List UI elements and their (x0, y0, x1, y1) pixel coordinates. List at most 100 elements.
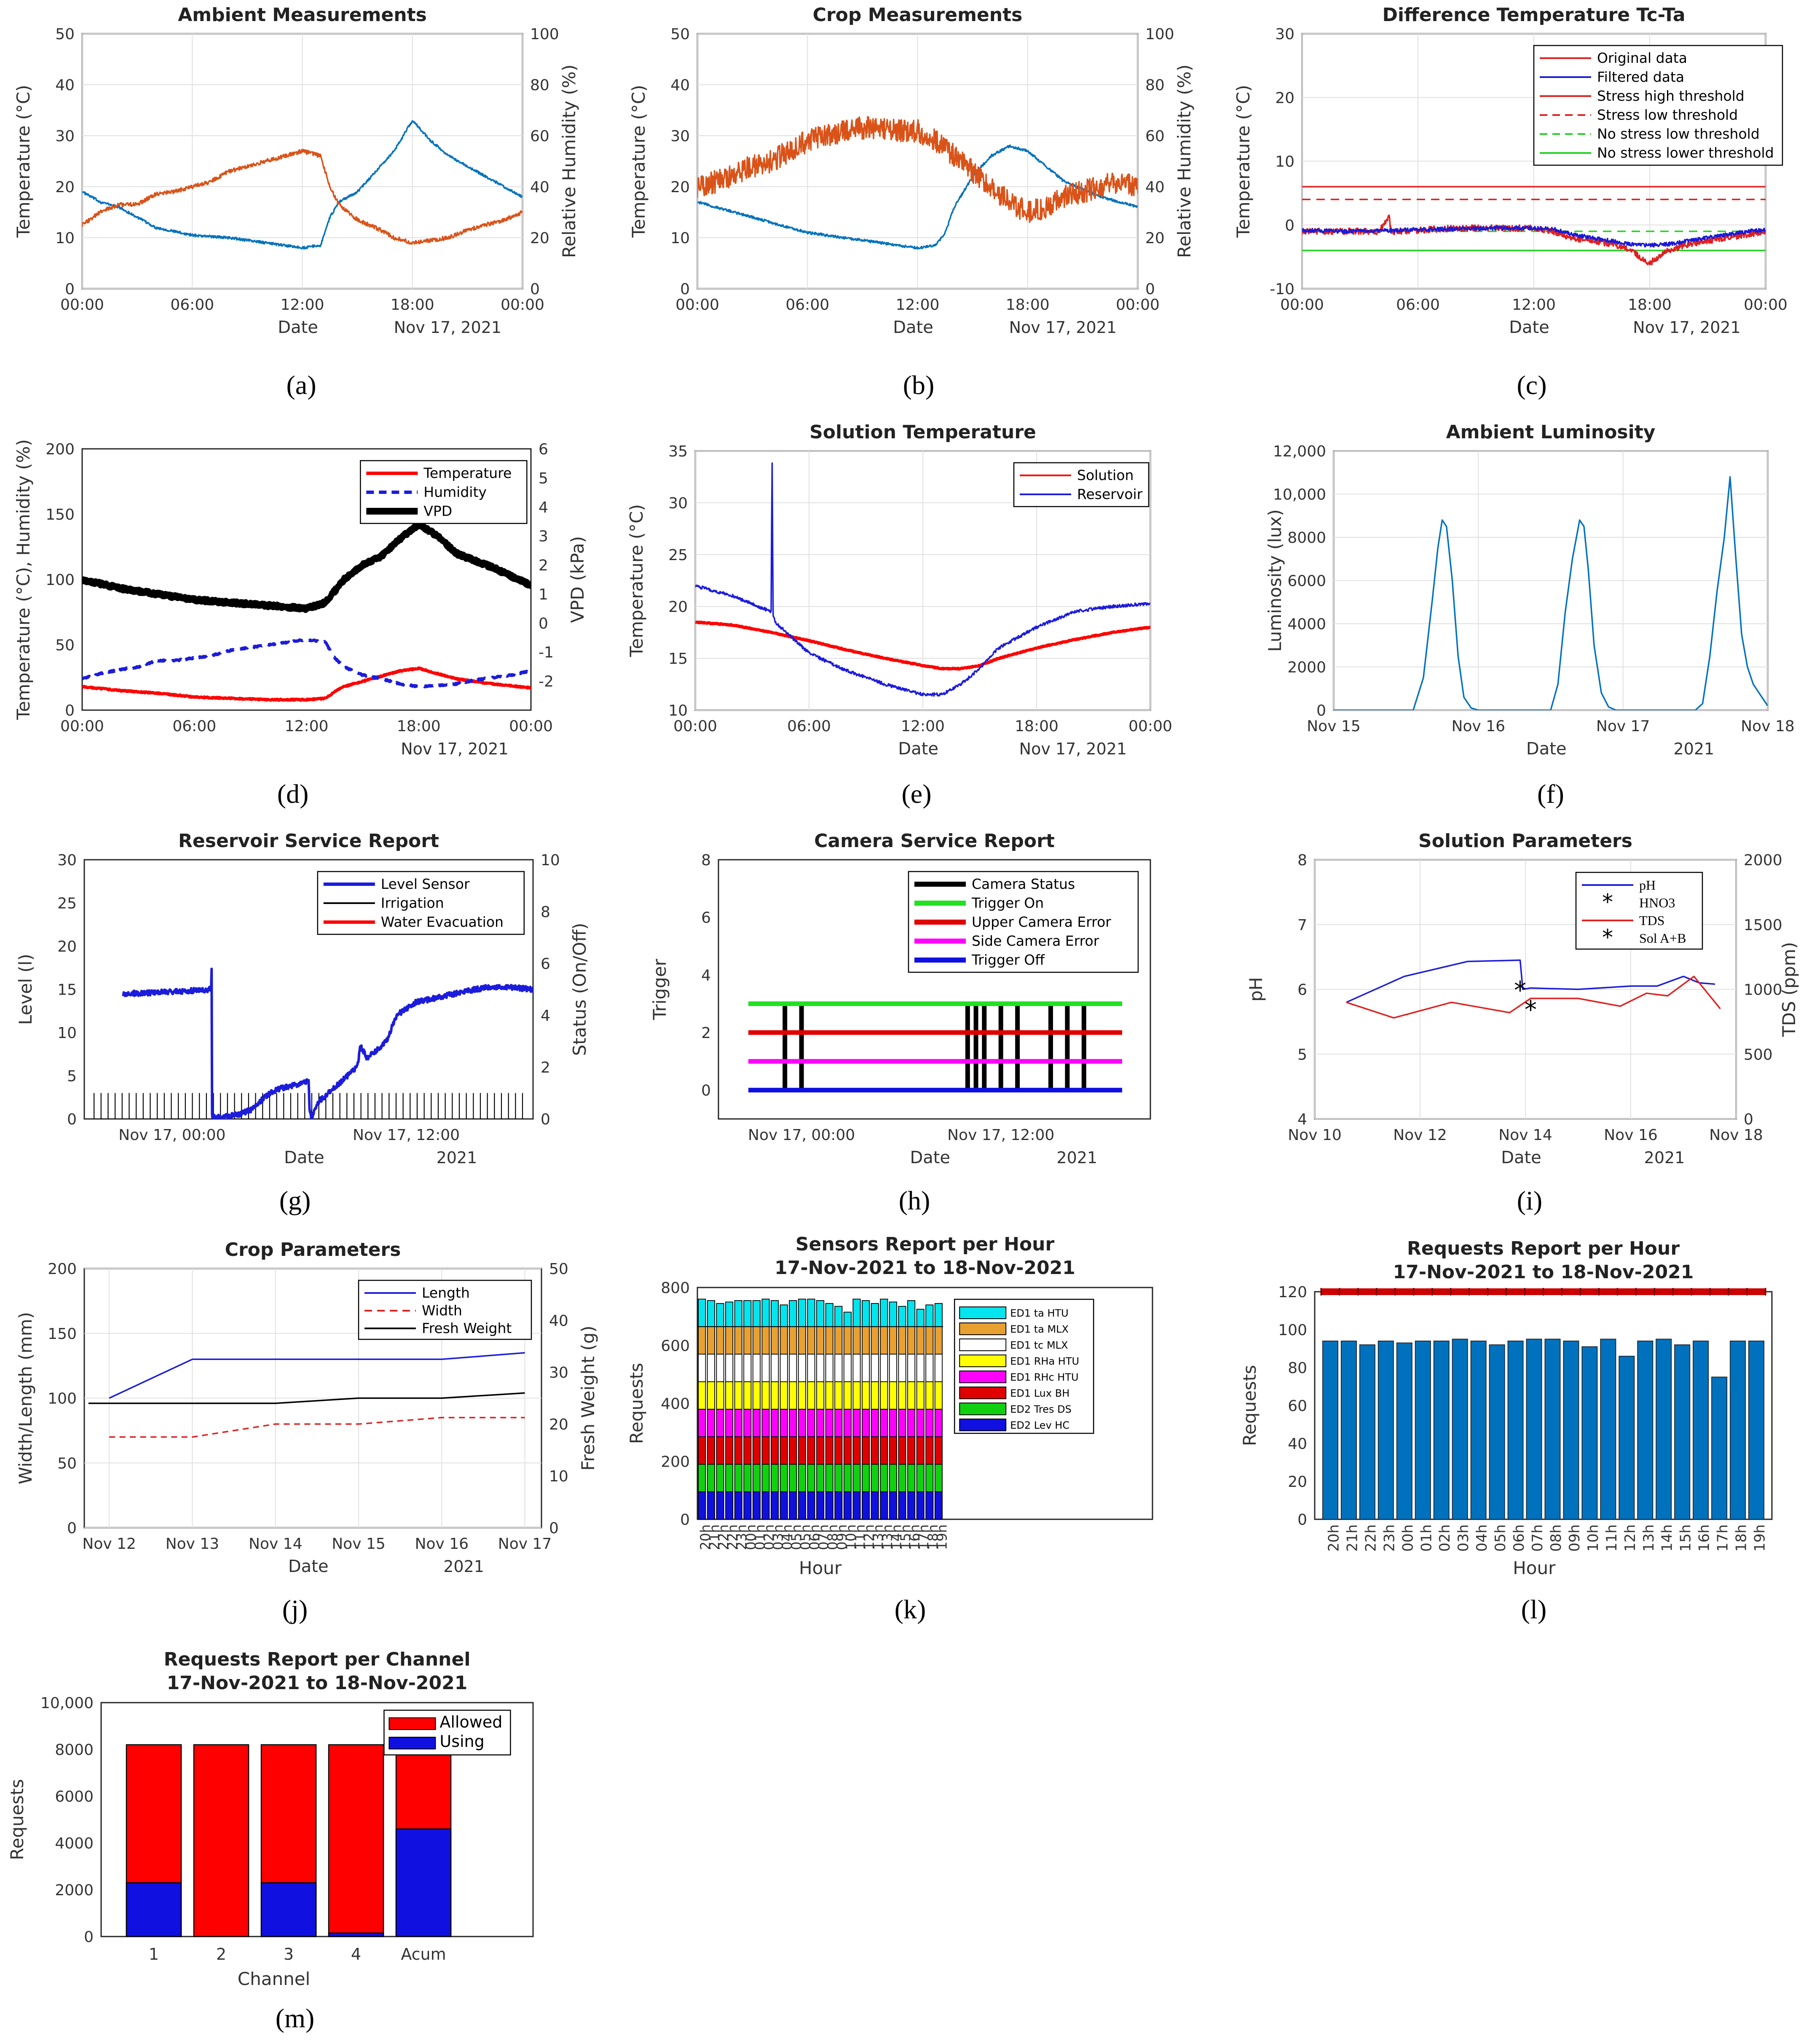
chart-k-bar-segment (698, 1437, 705, 1464)
chart-k-legend-label: ED1 ta HTU (1010, 1307, 1069, 1319)
chart-k-bar-segment (762, 1299, 769, 1327)
chart-h-legend-label: Camera Status (972, 876, 1075, 892)
chart-k-bar-segment (880, 1492, 887, 1519)
chart-k-bar-segment (708, 1327, 715, 1354)
chart-i-ytick-label: 5 (1297, 1046, 1307, 1063)
chart-k-bar-segment (862, 1354, 869, 1381)
chart-k-bar-segment (862, 1464, 869, 1491)
chart-c-xtick-label: 18:00 (1628, 296, 1672, 314)
chart-k-bar-segment (835, 1327, 842, 1354)
chart-i-xtick-label: Nov 12 (1393, 1127, 1447, 1144)
chart-l-bar (1619, 1356, 1634, 1519)
chart-k-bar-segment (789, 1354, 796, 1381)
chart-m: Requests Report per Channel17-Nov-2021 t… (7, 1649, 533, 2033)
chart-m-ytick-label: 2000 (55, 1882, 94, 1899)
chart-i-marker: * (1525, 995, 1537, 1024)
chart-k-bar-segment (926, 1409, 933, 1437)
chart-k-bar-segment (698, 1354, 705, 1381)
chart-k-bar-segment (935, 1327, 942, 1354)
chart-k-bar-segment (753, 1354, 760, 1381)
chart-i-legend-label: HNO3 (1639, 895, 1675, 910)
chart-j-right-ytick-label: 30 (549, 1364, 568, 1381)
chart-d-right-ytick-label: 0 (539, 615, 548, 632)
chart-e-ytick-label: 25 (668, 547, 688, 564)
chart-g-ytick-label: 25 (57, 895, 77, 912)
chart-d-xtick-label: 06:00 (172, 718, 216, 735)
chart-k-bar-segment (890, 1327, 897, 1354)
chart-l-bar (1323, 1341, 1338, 1519)
chart-b-ytick-label: 50 (670, 26, 690, 43)
chart-a-xtick-label: 00:00 (501, 296, 544, 314)
chart-k-subtitle: 17-Nov-2021 to 18-Nov-2021 (775, 1257, 1075, 1279)
chart-k-bar-segment (771, 1492, 778, 1519)
chart-k-bar-segment (716, 1304, 724, 1327)
chart-k-bar-segment (853, 1354, 860, 1381)
chart-k-bar-segment (762, 1492, 769, 1519)
chart-l-xtick-label: 22h (1362, 1524, 1379, 1552)
chart-k-bar-segment (744, 1381, 751, 1409)
chart-g-legend-label: Level Sensor (381, 876, 470, 892)
chart-k-bar-segment (726, 1464, 733, 1491)
chart-l-xtick-label: 23h (1381, 1524, 1398, 1552)
chart-d-ytick-label: 0 (65, 702, 75, 719)
chart-i-right-ytick-label: 0 (1744, 1111, 1753, 1128)
chart-a-xtick-label: 12:00 (281, 296, 324, 314)
chart-c-xtick-label: 12:00 (1512, 296, 1556, 314)
chart-f-xtick-label: Nov 16 (1452, 718, 1506, 735)
chart-e-xtick-label: 12:00 (901, 718, 945, 735)
chart-k-bar-segment (744, 1437, 751, 1464)
chart-f-ytick-label: 6000 (1287, 573, 1326, 590)
chart-d-right-ytick-label: 2 (539, 557, 548, 574)
chart-l-bar (1490, 1345, 1505, 1519)
chart-m-ylabel: Requests (7, 1779, 27, 1860)
chart-k-bar-segment (871, 1492, 879, 1519)
chart-k-legend-label: ED2 Tres DS (1010, 1403, 1072, 1415)
chart-f-xtick-label: Nov 15 (1307, 718, 1361, 735)
chart-d-ylabel: Temperature (°C), Humidity (%) (13, 439, 34, 720)
chart-k-bar-segment (880, 1299, 887, 1327)
chart-k-bar-segment (735, 1464, 742, 1491)
chart-g-xlabel: Date (284, 1148, 324, 1167)
chart-m-legend-swatch (389, 1718, 435, 1730)
chart-k-bar-segment (890, 1492, 897, 1519)
chart-d-legend-label: Temperature (423, 465, 512, 481)
chart-l-xtick-label: 01h (1418, 1524, 1435, 1552)
chart-h-title: Camera Service Report (814, 830, 1055, 852)
chart-g-legend-label: Irrigation (381, 895, 444, 911)
chart-k-bar-segment (917, 1437, 924, 1464)
chart-f-ytick-label: 12,000 (1273, 443, 1326, 460)
chart-c: 00:00 06:00 12:00 18:00 00:00-100102030Diffe… (1233, 4, 1788, 400)
chart-k-legend-swatch (959, 1371, 1006, 1383)
chart-m-ytick-label: 6000 (55, 1788, 94, 1805)
chart-b-ytick-label: 20 (670, 179, 690, 196)
chart-k-bar-segment (862, 1492, 869, 1519)
chart-l-ytick-label: 40 (1288, 1435, 1307, 1453)
chart-l-xtick-label: 16h (1696, 1524, 1713, 1552)
chart-k-bar-segment (926, 1437, 933, 1464)
chart-k-bar-segment (890, 1409, 897, 1437)
chart-k-bar-segment (890, 1464, 897, 1491)
chart-c-xtick-label: 06:00 (1396, 296, 1440, 314)
chart-i-subfigure-label: (i) (1517, 1186, 1542, 1215)
chart-l-xtick-label: 14h (1659, 1524, 1676, 1552)
chart-c-legend-label: Stress high threshold (1597, 88, 1745, 104)
chart-h: Nov 17, 00:00 Nov 17, 12:0002468Camera Se… (649, 830, 1150, 1215)
chart-l-bar (1453, 1339, 1468, 1520)
chart-d-legend-label: Humidity (423, 484, 487, 500)
chart-k-bar-segment (926, 1305, 933, 1327)
chart-m-xtick-label: 4 (351, 1945, 361, 1964)
chart-e-xlabel: Date (898, 739, 938, 759)
chart-k-bar-segment (926, 1327, 933, 1354)
chart-g-ytick-label: 5 (67, 1068, 77, 1085)
chart-k-bar-segment (771, 1409, 778, 1437)
chart-h-ytick-label: 6 (701, 909, 711, 927)
chart-k-bar-segment (880, 1409, 887, 1437)
chart-c-xnote: Nov 17, 2021 (1633, 318, 1740, 337)
chart-g-ytick-label: 30 (57, 852, 77, 869)
chart-k-bar-segment (853, 1464, 860, 1491)
figure-canvas: 00:00 06:00 12:00 18:00 00:00010203040500204… (0, 0, 1817, 2044)
chart-k-bar-segment (708, 1301, 715, 1327)
chart-l-xtick-label: 12h (1622, 1524, 1639, 1552)
chart-e-xtick-label: 00:00 (1128, 718, 1172, 735)
chart-l-bar (1434, 1341, 1449, 1519)
